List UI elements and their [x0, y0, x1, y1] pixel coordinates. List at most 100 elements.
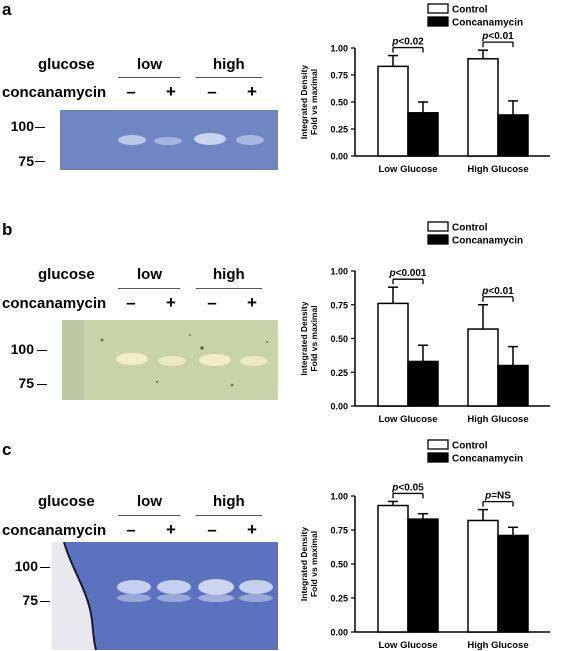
p-value-annotation: p<0.05: [391, 482, 424, 493]
lane-sign-1: –: [126, 293, 136, 312]
lane-sign-3: –: [207, 82, 217, 101]
gel-image: [62, 320, 278, 400]
y-tick-label: 0.50: [330, 98, 348, 108]
mw-tick-75: [40, 601, 50, 602]
lane-sign-3: –: [207, 520, 217, 539]
y-axis-label: Integrated Density: [299, 301, 309, 375]
bar-control-low-glucose: [377, 504, 409, 633]
x-tick-label: High Glucose: [467, 414, 528, 425]
glucose-label: glucose: [38, 56, 95, 73]
concanamycin-label: concanamycin: [2, 84, 107, 101]
y-tick-label: 0.25: [330, 125, 348, 135]
y-tick-label: 0.00: [330, 628, 348, 638]
bar-chart: 0.00 0.25 0.50 0.75 1.00 Integrated Density Fo…: [299, 3, 550, 175]
mw-marker-75: 75: [18, 375, 34, 391]
p-value-annotation: p<0.01: [481, 286, 514, 297]
legend-swatch: [427, 3, 449, 14]
lane-sign-2: +: [166, 520, 176, 539]
legend-label: Control: [452, 223, 488, 234]
y-axis-label: Integrated Density: [299, 65, 309, 139]
legend-swatch: [427, 221, 449, 232]
panel-a: a glucose low high concanamycin – + – + …: [0, 0, 565, 215]
lane-sign-1: –: [126, 520, 136, 539]
group-label-low: low: [137, 266, 162, 283]
y-tick-label: 0.00: [330, 152, 348, 162]
lane-sign-2: +: [166, 82, 176, 101]
bar-control-low-glucose: [377, 65, 409, 157]
mw-tick-100: [40, 567, 50, 568]
group-label-low: low: [137, 493, 162, 510]
lane-sign-4: +: [247, 520, 257, 539]
p-value-annotation: p<0.001: [389, 268, 427, 279]
legend-swatch: [427, 234, 449, 245]
panel-letter: b: [2, 220, 13, 239]
group-label-high: high: [213, 56, 245, 73]
p-value-annotation: p<0.02: [391, 37, 424, 48]
mw-tick-75: [37, 384, 47, 385]
y-axis-label: Integrated Density: [299, 527, 309, 601]
bar-control-high-glucose: [467, 328, 499, 407]
bar-control-low-glucose: [377, 302, 409, 407]
group-label-low: low: [137, 56, 162, 73]
group-underline-low: [118, 515, 180, 516]
group-underline-high: [196, 77, 262, 78]
mw-tick-100: [35, 127, 45, 128]
legend-label: Control: [452, 5, 488, 16]
panel-b: b glucose low high concanamycin – + – + …: [0, 218, 565, 433]
glucose-label: glucose: [38, 266, 95, 283]
panel-letter: c: [2, 440, 12, 459]
panel-letter: a: [2, 0, 12, 19]
bar-chart: 0.00 0.25 0.50 0.75 1.00 Integrated Density Fo…: [299, 439, 550, 651]
y-tick-label: 1.00: [330, 492, 348, 502]
mw-tick-100: [37, 350, 47, 351]
mw-marker-100: 100: [14, 558, 38, 574]
lane-sign-4: +: [247, 293, 257, 312]
y-axis-label: Fold vs maximal: [309, 531, 319, 597]
lane-sign-3: –: [207, 293, 217, 312]
legend-swatch: [427, 439, 449, 450]
glucose-label: glucose: [38, 493, 95, 510]
y-tick-label: 0.50: [330, 334, 348, 344]
group-underline-high: [196, 515, 262, 516]
y-tick-label: 0.50: [330, 560, 348, 570]
group-underline-high: [196, 288, 262, 289]
bar-concanamycin-high-glucose: [497, 534, 529, 633]
x-tick-label: High Glucose: [467, 164, 528, 175]
panel-c: c glucose low high concanamycin – + – + …: [0, 436, 565, 651]
legend-swatch: [427, 452, 449, 463]
legend-label: Concanamycin: [452, 236, 523, 247]
bar-concanamycin-low-glucose: [407, 112, 439, 157]
legend-label: Concanamycin: [452, 18, 523, 29]
bar-concanamycin-high-glucose: [497, 114, 529, 157]
bar-concanamycin-low-glucose: [407, 360, 439, 407]
x-tick-label: High Glucose: [467, 640, 528, 651]
bar-concanamycin-high-glucose: [497, 364, 529, 407]
p-value-annotation: p<0.01: [481, 31, 514, 42]
y-tick-label: 0.75: [330, 526, 348, 536]
western-blot-gel: [52, 542, 278, 650]
y-tick-label: 0.75: [330, 71, 348, 81]
x-tick-label: Low Glucose: [378, 640, 437, 651]
lane-sign-1: –: [126, 82, 136, 101]
x-tick-label: Low Glucose: [378, 414, 437, 425]
p-value-annotation: p=NS: [484, 491, 511, 502]
y-axis-label: Fold vs maximal: [309, 305, 319, 371]
legend-label: Concanamycin: [452, 454, 523, 465]
mw-marker-75: 75: [22, 592, 38, 608]
y-tick-label: 0.25: [330, 594, 348, 604]
mw-marker-75: 75: [18, 153, 34, 169]
x-tick-label: Low Glucose: [378, 164, 437, 175]
lane-sign-4: +: [247, 82, 257, 101]
mw-marker-100: 100: [10, 118, 34, 134]
lane-sign-2: +: [166, 293, 176, 312]
group-underline-low: [118, 288, 180, 289]
y-tick-label: 0.25: [330, 368, 348, 378]
concanamycin-label: concanamycin: [2, 295, 107, 312]
y-tick-label: 1.00: [330, 44, 348, 54]
group-label-high: high: [213, 493, 245, 510]
gel-image: [60, 110, 278, 170]
mw-marker-100: 100: [10, 341, 34, 357]
y-axis-label: Fold vs maximal: [309, 69, 319, 135]
group-underline-low: [118, 77, 180, 78]
mw-tick-75: [35, 161, 45, 162]
